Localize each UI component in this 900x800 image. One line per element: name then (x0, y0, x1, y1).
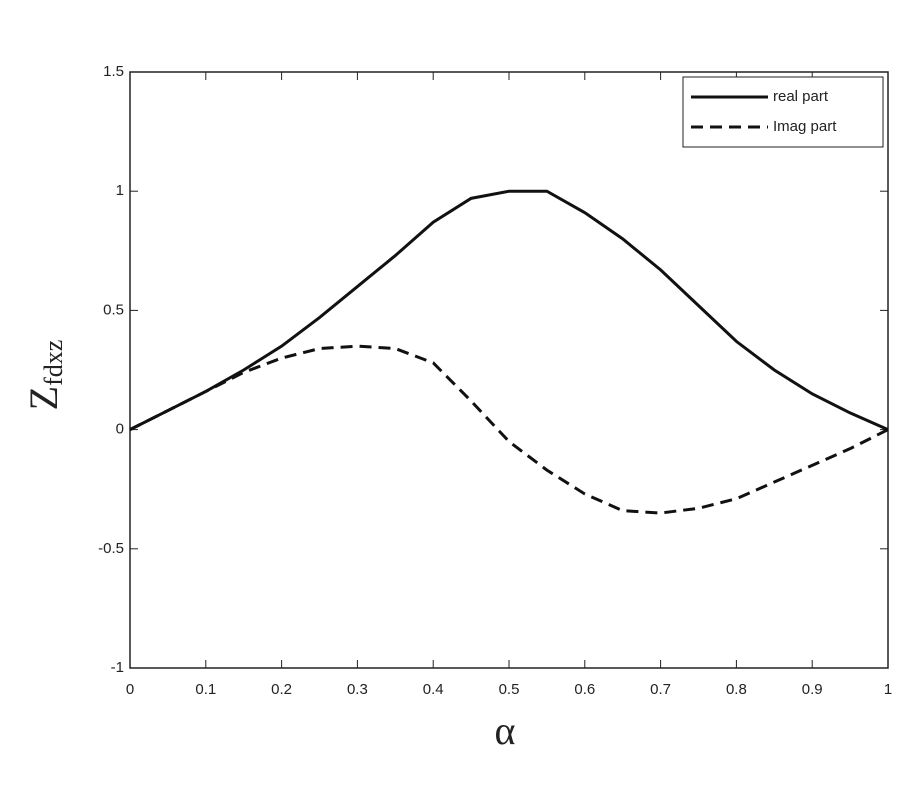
y-tick-label: 0.5 (103, 301, 124, 318)
plot-frame (129, 71, 889, 669)
x-tick-label: 0.6 (574, 681, 595, 698)
x-tick-label: 0.2 (271, 681, 292, 698)
y-tick-label: 0 (116, 421, 124, 438)
y-tick-label: 1.5 (103, 63, 124, 80)
legend-box (682, 76, 884, 148)
y-tick-label: -1 (111, 659, 124, 676)
legend-label: real part (773, 88, 829, 105)
x-tick-label: 0 (126, 681, 134, 698)
x-tick-label: 0.1 (195, 681, 216, 698)
x-tick-label: 0.5 (499, 681, 520, 698)
y-tick-label: 1 (116, 182, 124, 199)
y-axis-label: Zfdxz (21, 340, 68, 411)
x-tick-label: 0.8 (726, 681, 747, 698)
y-axis-label-sub: fdxz (39, 340, 68, 386)
series-line (129, 189, 889, 431)
x-tick-label: 0.7 (650, 681, 671, 698)
legend-label: Imag part (773, 118, 837, 135)
x-tick-label: 0.3 (347, 681, 368, 698)
x-tick-label: 0.4 (423, 681, 444, 698)
series-line (129, 344, 889, 515)
x-tick-label: 1 (884, 681, 892, 698)
x-tick-label: 0.9 (802, 681, 823, 698)
y-axis-label-main: Z (21, 386, 66, 410)
y-tick-label: -0.5 (98, 540, 124, 557)
x-axis-label: α (495, 708, 516, 753)
